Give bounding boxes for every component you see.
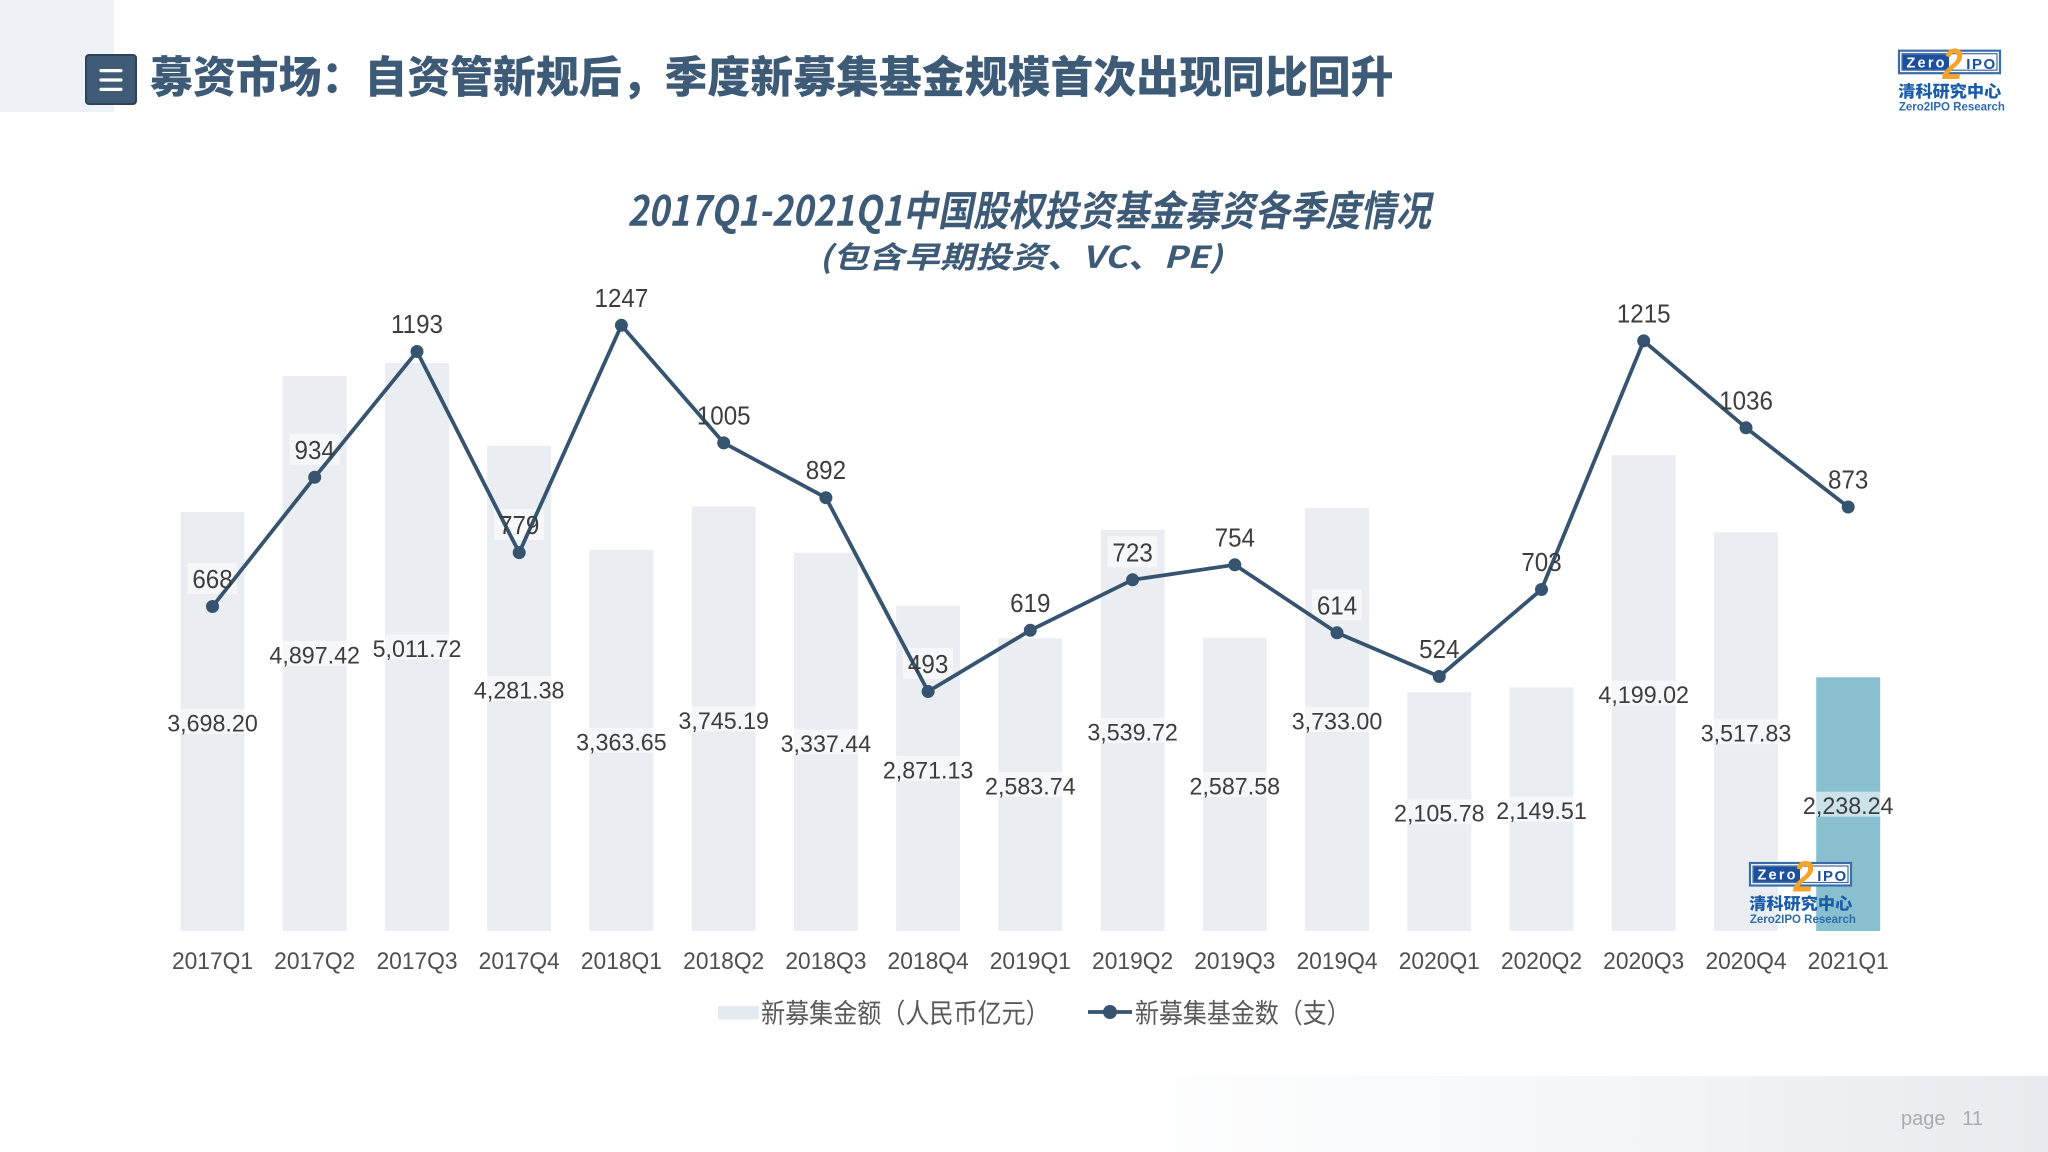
svg-text:2019Q2: 2019Q2 (1092, 947, 1173, 974)
svg-text:Zero2IPO Research: Zero2IPO Research (1899, 102, 2005, 114)
svg-text:3,698.20: 3,698.20 (167, 711, 258, 737)
svg-text:3,733.00: 3,733.00 (1292, 709, 1383, 735)
svg-text:2020Q1: 2020Q1 (1399, 947, 1480, 974)
svg-text:2017Q2: 2017Q2 (274, 947, 355, 974)
svg-text:4,199.02: 4,199.02 (1598, 683, 1689, 709)
svg-text:703: 703 (1521, 548, 1561, 577)
svg-text:2018Q3: 2018Q3 (785, 947, 866, 974)
svg-text:4,897.42: 4,897.42 (269, 643, 360, 669)
svg-text:614: 614 (1317, 592, 1357, 621)
svg-text:11: 11 (1962, 1108, 1983, 1130)
svg-text:3,337.44: 3,337.44 (781, 732, 872, 758)
svg-text:page: page (1901, 1108, 1946, 1130)
svg-text:3,517.83: 3,517.83 (1701, 721, 1792, 747)
svg-text:2019Q3: 2019Q3 (1194, 947, 1275, 974)
svg-text:2,105.78: 2,105.78 (1394, 801, 1485, 827)
svg-text:1215: 1215 (1617, 300, 1671, 329)
svg-text:2,587.58: 2,587.58 (1190, 774, 1281, 800)
svg-text:873: 873 (1828, 466, 1868, 495)
svg-text:Zero2IPO Research: Zero2IPO Research (1750, 914, 1856, 926)
svg-text:3,363.65: 3,363.65 (576, 730, 667, 756)
svg-text:2018Q2: 2018Q2 (683, 947, 764, 974)
svg-text:2017Q3: 2017Q3 (376, 947, 457, 974)
svg-text:2: 2 (1942, 40, 1963, 89)
svg-text:1247: 1247 (595, 284, 649, 313)
svg-text:2,149.51: 2,149.51 (1496, 799, 1587, 825)
svg-text:2021Q1: 2021Q1 (1808, 947, 1889, 974)
svg-text:754: 754 (1215, 524, 1255, 553)
svg-text:Zero: Zero (1758, 868, 1798, 884)
svg-text:1005: 1005 (697, 402, 751, 431)
svg-text:2019Q4: 2019Q4 (1296, 947, 1377, 974)
svg-text:934: 934 (295, 436, 335, 465)
svg-text:IPO: IPO (1817, 868, 1847, 885)
svg-text:2018Q1: 2018Q1 (581, 947, 662, 974)
svg-text:3,745.19: 3,745.19 (678, 708, 769, 734)
svg-text:2020Q3: 2020Q3 (1603, 947, 1684, 974)
svg-text:2017Q4: 2017Q4 (479, 947, 560, 974)
svg-text:524: 524 (1419, 635, 1459, 664)
svg-text:Zero: Zero (1907, 55, 1947, 71)
svg-text:2017Q1: 2017Q1 (172, 947, 253, 974)
svg-text:2020Q2: 2020Q2 (1501, 947, 1582, 974)
svg-text:2,583.74: 2,583.74 (985, 774, 1076, 800)
svg-text:1036: 1036 (1719, 387, 1773, 416)
svg-text:3,539.72: 3,539.72 (1087, 720, 1178, 746)
svg-text:723: 723 (1112, 539, 1152, 568)
svg-text:2: 2 (1793, 852, 1814, 901)
svg-text:1193: 1193 (391, 310, 443, 339)
svg-text:2020Q4: 2020Q4 (1705, 947, 1786, 974)
svg-text:2018Q4: 2018Q4 (888, 947, 969, 974)
svg-text:2,238.24: 2,238.24 (1803, 794, 1894, 820)
svg-text:892: 892 (806, 456, 846, 485)
svg-text:619: 619 (1010, 589, 1050, 618)
svg-text:2,871.13: 2,871.13 (883, 758, 974, 784)
svg-text:4,281.38: 4,281.38 (474, 678, 565, 704)
svg-text:493: 493 (908, 650, 948, 679)
svg-text:5,011.72: 5,011.72 (373, 637, 462, 663)
svg-text:779: 779 (499, 511, 539, 540)
svg-text:668: 668 (192, 565, 232, 594)
svg-text:IPO: IPO (1966, 56, 1996, 73)
svg-text:2019Q1: 2019Q1 (990, 947, 1071, 974)
